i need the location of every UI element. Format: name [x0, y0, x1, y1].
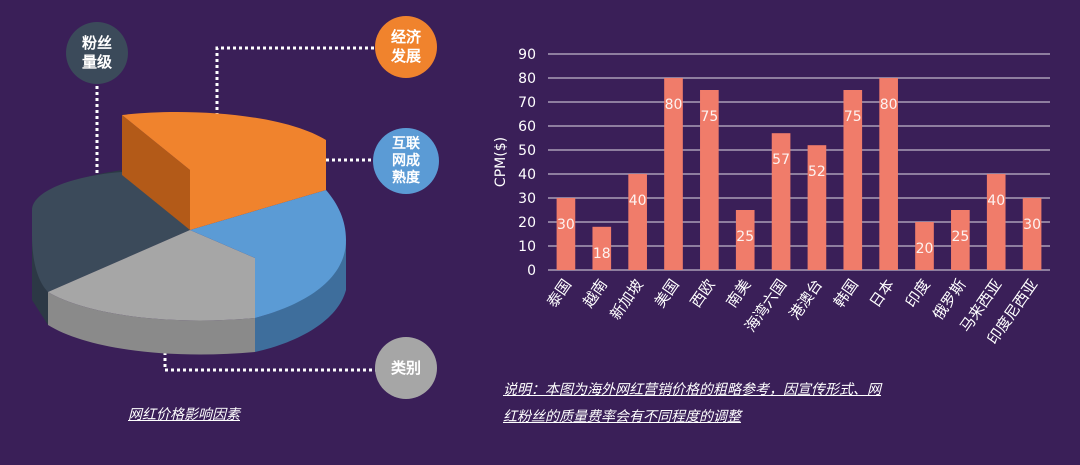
bar-新加坡: [628, 174, 647, 270]
data-label: 52: [808, 164, 826, 180]
bar-日本: [879, 78, 898, 270]
bar-印度尼西亚: [1022, 198, 1042, 270]
bar-越南: [592, 226, 612, 270]
pie-slice-category-side: [48, 292, 255, 355]
data-label: 30: [1023, 217, 1041, 233]
pie-caption: 网红价格影响因素: [128, 407, 240, 423]
pie-slice-category: [48, 230, 255, 321]
x-tick-label: 西欧: [687, 276, 719, 311]
factor-bubble-internet: 互联 网成 熟度: [373, 128, 439, 194]
bar-马来西亚: [986, 174, 1006, 270]
pie-slice-economy: [122, 111, 326, 230]
bar-西欧: [700, 90, 719, 270]
connector-economy: [215, 46, 378, 128]
bar-泰国: [556, 198, 576, 270]
data-label: 20: [916, 241, 934, 257]
factor-bubble-category: 类别: [375, 337, 437, 399]
x-tick-label: 泰国: [543, 276, 575, 311]
data-label: 25: [736, 229, 754, 245]
data-label: 75: [700, 109, 718, 125]
x-tick-label: 港澳台: [786, 276, 827, 323]
y-tick-label: 60: [518, 119, 536, 135]
y-tick-label: 70: [518, 95, 536, 111]
pie-slice-internet: [190, 190, 346, 318]
data-label: 30: [557, 217, 575, 233]
factor-bubble-economy: 经济 发展: [375, 16, 437, 78]
bar-韩国: [843, 90, 863, 270]
x-tick-label: 新加坡: [606, 276, 647, 323]
bar-美国: [664, 78, 683, 270]
y-axis-label: CPM($): [493, 137, 509, 187]
y-tick-label: 50: [518, 143, 536, 159]
pie-slice-internet-side: [255, 240, 346, 352]
data-label: 80: [665, 97, 683, 113]
x-tick-label: 日本: [866, 276, 898, 311]
y-tick-label: 80: [518, 71, 536, 87]
y-tick-label: 90: [518, 47, 536, 63]
y-tick-label: 30: [518, 191, 536, 207]
pie-slice-economy-side: [122, 115, 190, 230]
y-tick-label: 40: [518, 167, 536, 183]
data-label: 80: [880, 97, 898, 113]
note-line-1: 说明：本图为海外网红营销价格的粗略参考，因宣传形式、网: [503, 382, 881, 398]
data-label: 25: [951, 229, 969, 245]
bar-俄罗斯: [951, 210, 970, 270]
data-label: 75: [844, 109, 862, 125]
x-tick-label: 美国: [651, 276, 683, 311]
factor-bubble-fans: 粉丝 量级: [66, 22, 128, 84]
connector-category: [163, 352, 378, 372]
x-tick-label: 韩国: [830, 276, 862, 311]
bar-海湾六国: [771, 133, 791, 270]
x-tick-label: 印度: [902, 276, 934, 311]
data-label: 40: [987, 193, 1005, 209]
x-tick-label: 越南: [579, 276, 611, 311]
data-label: 57: [772, 152, 790, 168]
pie-slice-fans: [32, 172, 190, 292]
x-tick-label: 南美: [723, 276, 755, 311]
data-label: 18: [593, 246, 611, 262]
y-tick-label: 20: [518, 215, 536, 231]
y-tick-label: 0: [527, 263, 536, 279]
bar-港澳台: [807, 145, 827, 270]
bar-南美: [735, 210, 755, 270]
data-label: 40: [629, 193, 647, 209]
bar-印度: [915, 222, 934, 270]
note-line-2: 红粉丝的质量费率会有不同程度的调整: [503, 409, 741, 425]
y-tick-label: 10: [518, 239, 536, 255]
